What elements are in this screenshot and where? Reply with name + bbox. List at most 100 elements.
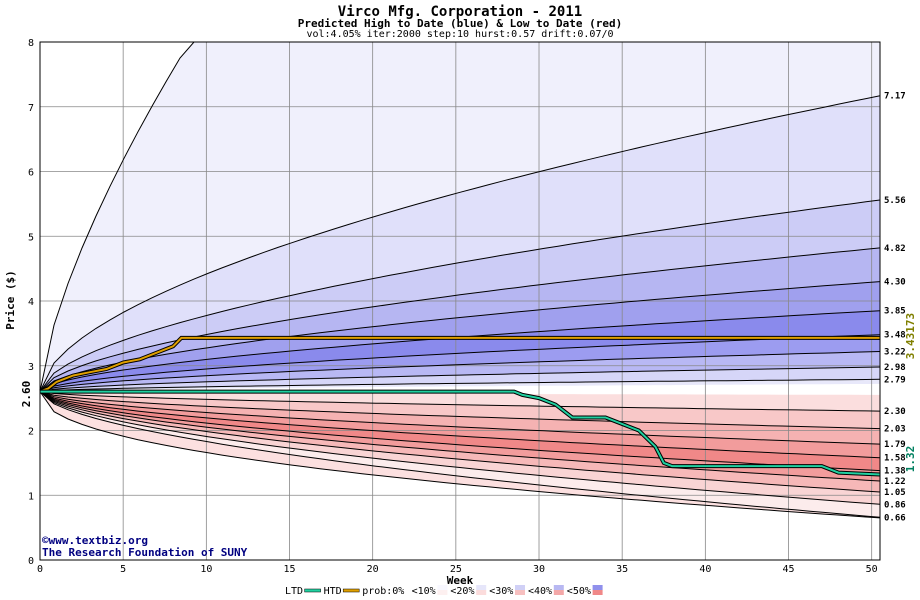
x-tick-label: 35 — [616, 564, 628, 575]
y-tick-label: 6 — [28, 168, 34, 179]
legend: LTD HTD prob:0% <10% <20% <30% <40% <50% — [285, 585, 603, 597]
high-band — [40, 42, 880, 392]
high-band — [40, 95, 880, 392]
percentile-value-label: 1.22 — [884, 477, 906, 487]
percentile-value-label: 2.98 — [884, 363, 906, 373]
x-tick-label: 20 — [367, 564, 379, 575]
high-percentile-line — [39, 199, 881, 392]
low-band — [40, 391, 880, 471]
low-band — [40, 391, 880, 445]
legend-item: <50% — [567, 586, 591, 597]
low-percentile-line — [39, 391, 881, 519]
low-band — [40, 391, 880, 518]
percentile-value-label: 3.85 — [884, 307, 906, 317]
legend-item: <40% — [528, 586, 552, 597]
htd-line — [39, 336, 880, 393]
low-band — [40, 391, 880, 481]
percentile-value-label: 2.03 — [884, 425, 906, 435]
low-percentile-line — [39, 391, 881, 412]
legend-item: <10% — [412, 586, 436, 597]
htd-end-label: 3.43173 — [904, 313, 917, 359]
x-tick-label: 30 — [533, 564, 545, 575]
legend-swatch-blue — [437, 585, 448, 590]
low-band — [40, 391, 880, 505]
x-tick-label: 15 — [283, 564, 295, 575]
y-axis-label: Price ($) — [4, 270, 17, 330]
high-band — [40, 310, 880, 392]
high-band — [40, 351, 880, 392]
percentile-value-label: 3.22 — [884, 348, 906, 358]
low-percentile-line — [39, 391, 881, 459]
x-tick-label: 5 — [120, 564, 126, 575]
x-tick-label: 50 — [866, 564, 878, 575]
chart-subtitle: Predicted High to Date (blue) & Low to D… — [298, 17, 623, 30]
plot-border — [39, 41, 881, 561]
y-tick-label: 3 — [28, 362, 34, 373]
legend-item: LTD — [285, 586, 303, 597]
legend-line-swatch — [304, 588, 321, 593]
percentile-value-label: 1.38 — [884, 467, 906, 477]
percentile-value-label: 1.79 — [884, 440, 906, 450]
legend-swatch-blue — [476, 585, 487, 590]
legend-swatch-blue — [592, 585, 603, 590]
percentile-value-label: 0.86 — [884, 500, 906, 510]
high-band — [40, 334, 880, 392]
high-band — [40, 379, 880, 392]
y-tick-label: 8 — [28, 38, 34, 49]
credit-website: ©www.textbiz.org — [42, 534, 148, 547]
legend-item: <20% — [450, 586, 474, 597]
legend-swatch-red — [437, 590, 448, 595]
legend-swatch-red — [592, 590, 603, 595]
y-tick-label: 7 — [28, 103, 34, 114]
x-tick-label: 40 — [699, 564, 711, 575]
x-tick-label: 10 — [200, 564, 212, 575]
percentile-value-label: 5.56 — [884, 196, 906, 206]
ltd-line — [40, 390, 881, 476]
y-tick-label: 5 — [28, 232, 34, 243]
y-tick-label: 1 — [28, 491, 34, 502]
y-tick-label: 4 — [28, 297, 34, 308]
high-percentile-line — [39, 378, 881, 393]
y-tick-label: 0 — [28, 556, 34, 567]
chart-title: Virco Mfg. Corporation - 2011 — [338, 4, 582, 20]
percentile-value-label: 0.66 — [884, 513, 906, 523]
legend-line-swatch — [342, 588, 360, 593]
percentile-value-label: 1.05 — [884, 488, 906, 498]
percentile-value-label: 4.30 — [884, 278, 906, 288]
high-percentile-line — [39, 366, 881, 393]
high-percentile-line — [39, 95, 881, 392]
chart-params: vol:4.05% iter:2000 step:10 hurst:0.57 d… — [306, 29, 613, 40]
low-percentile-line — [39, 391, 881, 518]
percentile-value-label: 2.79 — [884, 375, 906, 385]
high-percentile-line — [39, 334, 881, 393]
low-percentile-line — [39, 391, 881, 430]
credit-foundation: The Research Foundation of SUNY — [42, 546, 248, 559]
low-band — [40, 391, 880, 458]
plot-area: 0 5 10 15 20 25 30 35 40 45 500123456787.175.564.8… — [28, 38, 906, 575]
legend-item: <30% — [489, 586, 513, 597]
percentile-value-label: 7.17 — [884, 92, 906, 102]
legend-item: HTD — [324, 586, 342, 597]
low-percentile-line — [39, 391, 881, 493]
legend-swatch-red — [515, 590, 525, 595]
ltd-end-label: 1.32 — [904, 446, 917, 473]
start-price-label: 2.60 — [20, 381, 33, 408]
low-band — [40, 391, 880, 492]
x-tick-label: 45 — [782, 564, 794, 575]
percentile-value-label: 2.30 — [884, 407, 906, 417]
x-axis-label: Week — [447, 574, 474, 587]
x-tick-label: 0 — [37, 564, 43, 575]
low-percentile-line — [39, 391, 881, 482]
legend-swatch-blue — [515, 585, 525, 590]
x-tick-label: 25 — [450, 564, 462, 575]
percentile-value-label: 4.82 — [884, 244, 906, 254]
low-percentile-line — [39, 391, 881, 505]
low-band — [40, 391, 880, 412]
legend-swatch-red — [553, 590, 564, 595]
legend-swatch-blue — [553, 585, 564, 590]
percentile-value-label: 1.58 — [884, 454, 906, 464]
high-band — [40, 247, 880, 392]
high-percentile-line — [39, 281, 881, 392]
y-tick-label: 2 — [28, 427, 34, 438]
